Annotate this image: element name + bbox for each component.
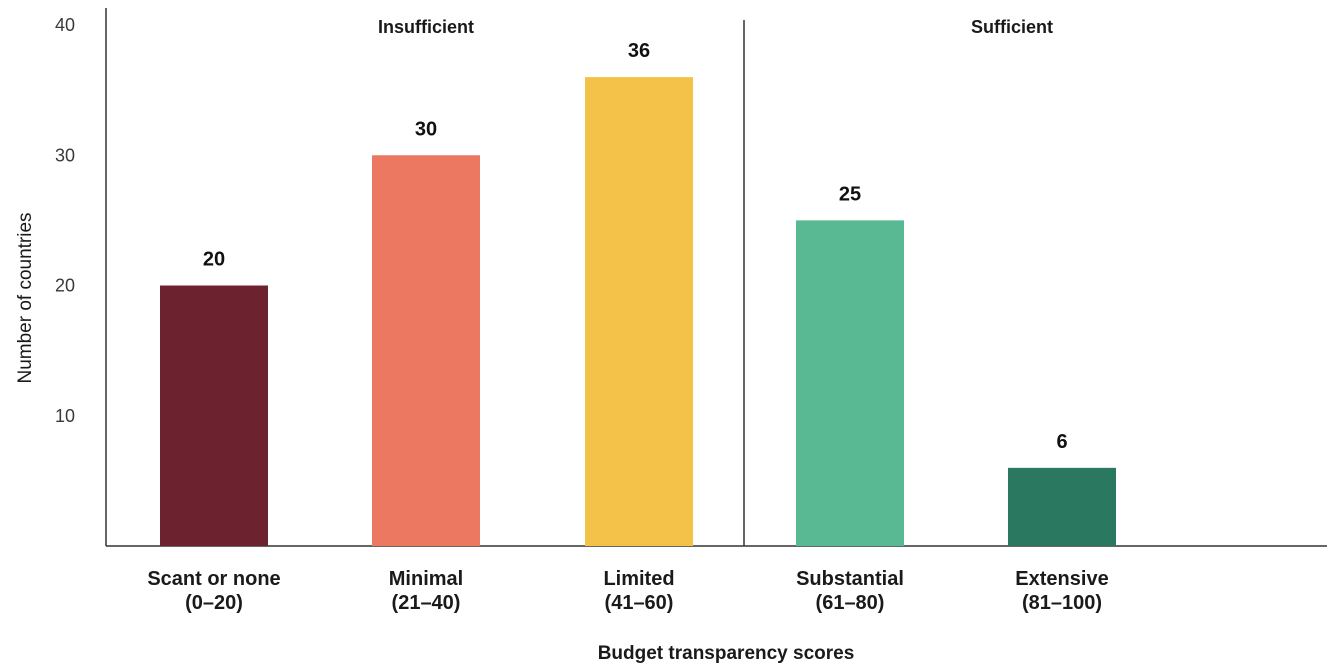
bar [160, 285, 268, 546]
category-label: Substantial [796, 568, 904, 590]
bar-value-label: 36 [628, 40, 650, 62]
y-axis-ticks: 10 20 30 40 [55, 15, 75, 426]
bar [585, 77, 693, 546]
category-label: Minimal [389, 568, 463, 590]
category-label: Extensive [1015, 568, 1108, 590]
x-axis-label: Budget transparency scores [598, 643, 855, 664]
category-range-label: (0–20) [185, 592, 243, 614]
y-tick-label: 40 [55, 15, 75, 35]
category-label: Limited [603, 568, 674, 590]
bar-value-label: 30 [415, 118, 437, 140]
y-tick-label: 30 [55, 145, 75, 165]
y-tick-label: 10 [55, 406, 75, 426]
group-label: Insufficient [378, 17, 474, 37]
group-labels: Insufficient Sufficient [378, 17, 1053, 37]
bar [1008, 467, 1116, 546]
y-axis-label: Number of countries [15, 212, 36, 383]
bar-value-label: 6 [1056, 431, 1067, 453]
category-range-label: (41–60) [605, 592, 674, 614]
bars-group: 20 Scant or none(0–20) 30 Minimal(21–40) 36 L… [147, 40, 1116, 614]
group-label: Sufficient [971, 17, 1053, 37]
y-tick-label: 20 [55, 276, 75, 296]
category-range-label: (81–100) [1022, 592, 1102, 614]
category-range-label: (61–80) [816, 592, 885, 614]
bar-value-label: 25 [839, 183, 861, 205]
category-range-label: (21–40) [392, 592, 461, 614]
bar [796, 220, 904, 546]
bar-value-label: 20 [203, 249, 225, 271]
bar [372, 155, 480, 546]
category-label: Scant or none [147, 568, 280, 590]
